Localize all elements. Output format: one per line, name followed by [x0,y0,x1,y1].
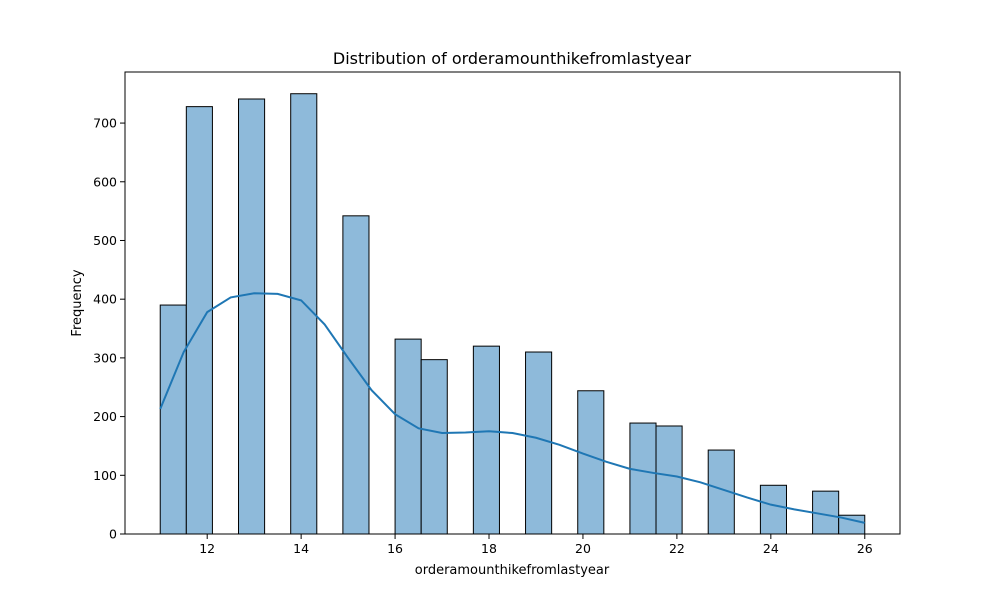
histogram-bar [629,422,657,535]
y-tick-label: 600 [93,174,117,189]
y-axis-label: Frequency [70,269,85,336]
histogram-bar [420,359,448,535]
x-tick-label: 22 [669,541,685,556]
x-tick-label: 18 [481,541,497,556]
x-axis: 12 14 16 18 20 22 24 26 [199,534,873,556]
x-tick-label: 14 [293,541,309,556]
bars-layer [159,93,866,535]
y-tick-label: 400 [93,292,117,307]
histogram-bar [290,93,318,535]
histogram-bar [525,351,553,535]
histogram-bar [655,425,683,535]
x-tick-label: 24 [763,541,779,556]
chart-title: Distribution of orderamounthikefromlasty… [333,49,692,68]
kde-curve [159,292,865,524]
histogram-bar [472,345,500,535]
y-axis: 0 100 200 300 400 500 600 700 [93,116,125,542]
x-tick-label: 20 [575,541,591,556]
x-tick-label: 26 [857,541,873,556]
histogram-bar [185,106,213,535]
histogram-bar [159,304,187,535]
x-tick-label: 12 [199,541,215,556]
y-tick-label: 100 [93,468,117,483]
plot-frame [124,71,901,535]
histogram-bar [759,484,787,535]
y-tick-label: 0 [109,527,117,542]
histogram-bar [577,390,605,535]
y-tick-label: 200 [93,409,117,424]
histogram-bar [394,338,422,535]
histogram-bar [238,98,266,535]
y-tick-label: 700 [93,116,117,131]
x-tick-label: 16 [387,541,403,556]
y-tick-label: 300 [93,350,117,365]
x-axis-label: orderamounthikefromlastyear [415,563,610,578]
y-tick-label: 500 [93,233,117,248]
histogram-bar [342,215,370,535]
